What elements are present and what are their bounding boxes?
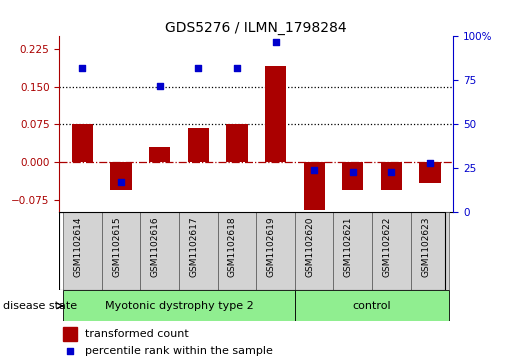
- Point: [156, 83, 164, 89]
- Point: [194, 65, 202, 71]
- Text: GSM1102622: GSM1102622: [383, 216, 391, 277]
- Point: [78, 65, 87, 71]
- Text: GSM1102615: GSM1102615: [112, 216, 121, 277]
- Point: [233, 65, 241, 71]
- Bar: [63, 290, 295, 321]
- Text: disease state: disease state: [3, 301, 77, 311]
- Text: GSM1102614: GSM1102614: [74, 216, 82, 277]
- Text: GSM1102619: GSM1102619: [267, 216, 276, 277]
- Bar: [226, 124, 248, 162]
- Bar: [187, 128, 209, 162]
- Bar: [303, 162, 325, 210]
- Text: GSM1102617: GSM1102617: [190, 216, 198, 277]
- Bar: [256, 212, 295, 290]
- Bar: [342, 162, 364, 190]
- Text: GSM1102616: GSM1102616: [151, 216, 160, 277]
- Text: transformed count: transformed count: [85, 329, 188, 339]
- Bar: [179, 212, 217, 290]
- Title: GDS5276 / ILMN_1798284: GDS5276 / ILMN_1798284: [165, 21, 347, 35]
- Bar: [295, 212, 334, 290]
- Bar: [381, 162, 402, 190]
- Text: GSM1102623: GSM1102623: [421, 216, 430, 277]
- Bar: [265, 66, 286, 162]
- Point: [66, 348, 74, 354]
- Bar: [149, 147, 170, 162]
- Bar: [63, 212, 102, 290]
- Point: [117, 180, 125, 185]
- Point: [387, 169, 396, 175]
- Text: percentile rank within the sample: percentile rank within the sample: [85, 346, 273, 356]
- Bar: [217, 212, 256, 290]
- Text: GSM1102620: GSM1102620: [305, 216, 314, 277]
- Bar: [63, 327, 77, 341]
- Point: [271, 39, 280, 45]
- Bar: [110, 162, 132, 190]
- Bar: [102, 212, 140, 290]
- Bar: [72, 124, 93, 162]
- Text: Myotonic dystrophy type 2: Myotonic dystrophy type 2: [105, 301, 253, 311]
- Bar: [140, 212, 179, 290]
- Bar: [334, 212, 372, 290]
- Bar: [372, 212, 410, 290]
- Bar: [295, 290, 449, 321]
- Text: control: control: [353, 301, 391, 311]
- Bar: [419, 162, 441, 183]
- Text: GSM1102618: GSM1102618: [228, 216, 237, 277]
- Text: GSM1102621: GSM1102621: [344, 216, 353, 277]
- Point: [310, 167, 318, 173]
- Bar: [410, 212, 449, 290]
- Point: [349, 169, 357, 175]
- Point: [426, 160, 434, 166]
